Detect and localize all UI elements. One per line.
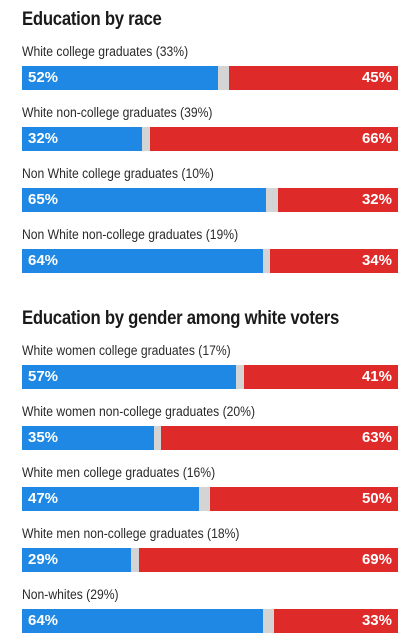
stacked-bar: 52% 45%: [22, 66, 398, 90]
category-label: White women non-college graduates (20%): [22, 404, 256, 419]
value-label-right: 34%: [361, 252, 392, 269]
bar-row: White non-college graduates (39%) 32% 66%: [22, 105, 398, 153]
bar-segment-right: 34%: [270, 249, 398, 273]
category-label: White women college graduates (17%): [22, 343, 231, 358]
category-label: White men college graduates (16%): [22, 465, 216, 480]
value-label-left: 29%: [28, 551, 59, 568]
stacked-bar: 32% 66%: [22, 127, 398, 151]
bar-row: Non White non-college graduates (19%) 64%…: [22, 227, 398, 275]
category-label: Non-whites (29%): [22, 587, 119, 602]
bar-segment-left: 29%: [22, 548, 132, 572]
stacked-bar: 47% 50%: [22, 487, 398, 511]
stacked-bar: 35% 63%: [22, 426, 398, 450]
value-label-right: 66%: [361, 130, 392, 147]
value-label-right: 63%: [361, 429, 392, 446]
value-label-left: 57%: [28, 368, 59, 385]
bar-segment-left: 64%: [22, 249, 263, 273]
stacked-bar: 57% 41%: [22, 365, 398, 389]
bar-segment-right: 63%: [161, 426, 398, 450]
value-label-left: 65%: [28, 191, 59, 208]
bar-segment-left: 57%: [22, 365, 237, 389]
bar-segment-right: 33%: [273, 609, 398, 633]
bar-row: White women non-college graduates (20%) 3…: [22, 404, 398, 452]
value-label-right: 45%: [361, 69, 392, 86]
category-label: White non-college graduates (39%): [22, 105, 213, 120]
chart-education-by-gender: Education by gender among white voters W…: [22, 307, 398, 637]
bar-row: White women college graduates (17%) 57% 41…: [22, 343, 398, 391]
bar-segment-left: 64%: [22, 609, 263, 633]
stacked-bar: 64% 33%: [22, 609, 398, 633]
stacked-bar: 64% 34%: [22, 249, 398, 273]
bar-row: Non White college graduates (10%) 65% 32%: [22, 166, 398, 214]
value-label-left: 64%: [28, 612, 59, 629]
value-label-right: 69%: [361, 551, 392, 568]
value-label-left: 64%: [28, 252, 59, 269]
bar-segment-right: 69%: [138, 548, 398, 572]
bar-segment-right: 50%: [210, 487, 398, 511]
category-label: White men non-college graduates (18%): [22, 526, 240, 541]
value-label-left: 35%: [28, 429, 59, 446]
bar-segment-right: 41%: [243, 365, 398, 389]
bar-segment-right: 32%: [277, 188, 398, 212]
bar-row: Non-whites (29%) 64% 33%: [22, 587, 398, 635]
chart-title: Education by race: [22, 9, 162, 30]
value-label-left: 32%: [28, 130, 59, 147]
bar-segment-right: 66%: [149, 127, 398, 151]
bar-segment-right: 45%: [228, 66, 398, 90]
value-label-right: 41%: [361, 368, 392, 385]
category-label: Non White college graduates (10%): [22, 166, 214, 181]
stacked-bar: 65% 32%: [22, 188, 398, 212]
value-label-right: 33%: [361, 612, 392, 629]
bar-row: White college graduates (33%) 52% 45%: [22, 44, 398, 92]
bar-row: White men college graduates (16%) 47% 50%: [22, 465, 398, 513]
value-label-left: 47%: [28, 490, 59, 507]
category-label: White college graduates (33%): [22, 44, 189, 59]
bar-segment-left: 52%: [22, 66, 218, 90]
stacked-bar: 29% 69%: [22, 548, 398, 572]
bar-segment-left: 65%: [22, 188, 267, 212]
value-label-left: 52%: [28, 69, 59, 86]
bar-segment-left: 35%: [22, 426, 154, 450]
bar-segment-left: 47%: [22, 487, 199, 511]
bar-segment-left: 32%: [22, 127, 143, 151]
chart-title: Education by gender among white voters: [22, 308, 339, 329]
bar-row: White men non-college graduates (18%) 29%…: [22, 526, 398, 574]
value-label-right: 50%: [361, 490, 392, 507]
value-label-right: 32%: [361, 191, 392, 208]
chart-education-by-race: Education by race White college graduate…: [22, 8, 398, 274]
category-label: Non White non-college graduates (19%): [22, 227, 239, 242]
